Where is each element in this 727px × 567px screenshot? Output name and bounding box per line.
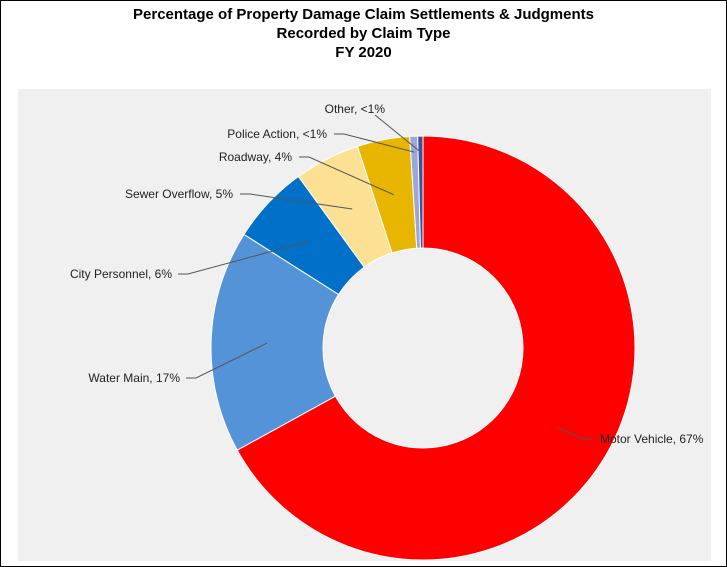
leader-line-sewer-overflow: [240, 193, 353, 210]
data-label-roadway: Roadway, 4%: [219, 150, 292, 164]
plot-area: Motor Vehicle, 67% Water Main, 17% City Pe…: [18, 89, 711, 561]
slice-water-main: [210, 233, 340, 451]
slice-motor-vehicle: [236, 135, 636, 561]
chart-title-line-1: Percentage of Property Damage Claim Sett…: [133, 6, 594, 23]
donut-chart: Motor Vehicle, 67% Water Main, 17% City Pe…: [70, 102, 704, 561]
leader-line-other: [374, 114, 421, 153]
leader-line-city-personnel: [178, 240, 310, 275]
leader-line-motor-vehicle: [557, 426, 593, 440]
leader-line-water-main: [186, 342, 268, 379]
chart-title-line-2: Recorded by Claim Type: [276, 25, 451, 42]
data-label-motor-vehicle: Motor Vehicle, 67%: [600, 432, 704, 446]
leader-line-roadway: [299, 156, 394, 196]
leader-line-police-action: [334, 133, 415, 153]
chart-title: Percentage of Property Damage Claim Sett…: [1, 5, 726, 62]
data-label-city-personnel: City Personnel, 6%: [70, 267, 172, 281]
data-label-water-main: Water Main, 17%: [88, 371, 180, 385]
slice-other: [417, 135, 424, 249]
data-label-sewer-overflow: Sewer Overflow, 5%: [125, 187, 233, 201]
chart-title-line-3: FY 2020: [335, 44, 392, 61]
data-label-police-action: Police Action, <1%: [227, 127, 327, 141]
data-label-other: Other, <1%: [325, 102, 386, 116]
